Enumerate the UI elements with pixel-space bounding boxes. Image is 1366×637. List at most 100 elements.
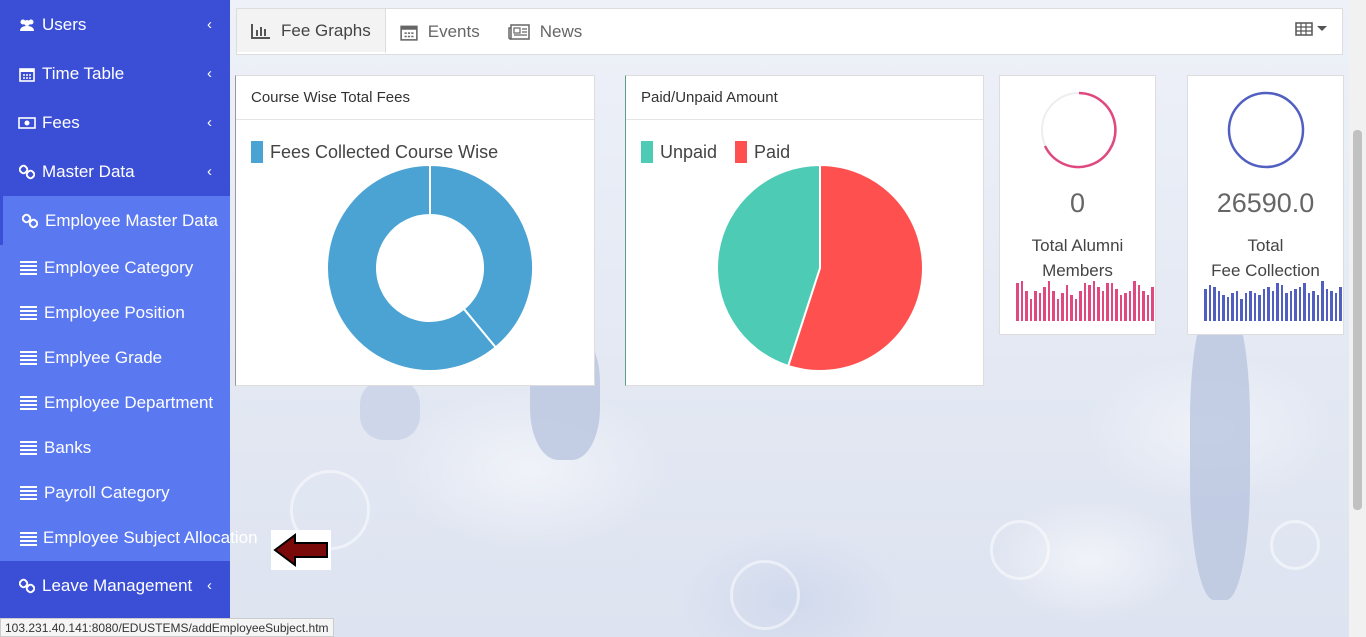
legend-swatch (251, 141, 263, 163)
sparkline-bar (1124, 293, 1127, 321)
submenu-item-label: Emplyee Grade (44, 347, 163, 367)
alumni-label-line1: Total Alumni (1031, 236, 1124, 255)
paid-unpaid-pie-chart (716, 164, 924, 372)
sparkline-bar (1128, 291, 1131, 321)
scrollbar-thumb[interactable] (1353, 130, 1362, 510)
sparkline-bar (1074, 299, 1077, 321)
sparkline-bar (1083, 283, 1086, 321)
sparkline-bar (1137, 285, 1140, 321)
list-icon (20, 351, 38, 365)
sparkline-bar (1271, 291, 1274, 321)
sidebar-item-label: Fees (42, 112, 80, 132)
sparkline-bar (1244, 293, 1247, 321)
legend-label-paid: Paid (754, 141, 791, 162)
sidebar-item-fees[interactable]: Fees ‹ (0, 98, 230, 147)
tab-fee-graphs[interactable]: Fee Graphs (237, 9, 386, 54)
chevron-left-icon: ‹ (207, 163, 212, 180)
sparkline-bar (1267, 287, 1270, 321)
pie-slice-course-a[interactable] (429, 164, 534, 349)
sparkline-bar (1325, 289, 1328, 321)
chart-legend: Fees Collected Course Wise (251, 141, 498, 163)
alumni-label: Total Alumni Members (1000, 233, 1155, 283)
sparkline-bar (1047, 281, 1050, 321)
sparkline-bar (1133, 281, 1136, 321)
sparkline-bar (1097, 287, 1100, 321)
sparkline-bar (1339, 287, 1342, 321)
chevron-down-icon: ⌄ (205, 213, 216, 228)
submenu-item-employee-subject-allocation[interactable]: Employee Subject Allocation (0, 515, 258, 561)
pie-slice-course-b[interactable] (326, 164, 498, 372)
table-view-dropdown[interactable] (1295, 22, 1328, 36)
table-icon (1295, 22, 1313, 36)
legend-swatch-paid (735, 141, 748, 163)
sidebar-item-leave-management[interactable]: Leave Management ‹ (0, 561, 230, 610)
tab-label: Events (427, 21, 480, 41)
sidebar-item-time-table[interactable]: Time Table ‹ (0, 49, 230, 98)
sparkline-bar (1262, 289, 1265, 321)
employee-submenu: Employee Category Employee Position Empl… (0, 245, 258, 561)
sparkline-bar (1043, 287, 1046, 321)
sparkline-bar (1226, 297, 1229, 321)
list-icon (20, 531, 37, 546)
fee-label-line2: Fee Collection (1211, 261, 1320, 280)
submenu-item-payroll-category[interactable]: Payroll Category (0, 470, 230, 515)
alumni-stat-card: 0 Total Alumni Members (999, 75, 1156, 335)
sparkline-bar (1240, 299, 1243, 321)
tab-label: Fee Graphs (281, 20, 371, 40)
chevron-left-icon: ‹ (207, 114, 212, 131)
sparkline-bar (1307, 293, 1310, 321)
submenu-item-employee-category[interactable]: Employee Category (0, 245, 230, 290)
chevron-left-icon: ‹ (207, 577, 212, 594)
fee-sparkline (1204, 281, 1342, 321)
submenu-item-employee-department[interactable]: Employee Department (0, 380, 230, 425)
chart-legend: Unpaid Paid (641, 141, 790, 163)
sparkline-bar (1298, 287, 1301, 321)
sparkline-bar (1092, 281, 1095, 321)
panel-title: Course Wise Total Fees (236, 76, 594, 120)
sparkline-bar (1025, 291, 1028, 321)
pie-slice-unpaid[interactable] (716, 164, 821, 368)
sparkline-bar (1249, 291, 1252, 321)
sparkline-bar (1106, 283, 1109, 321)
sparkline-bar (1029, 299, 1032, 321)
sparkline-bar (1146, 295, 1149, 321)
sparkline-bar (1289, 291, 1292, 321)
sparkline-bar (1222, 295, 1225, 321)
sidebar-item-master-data[interactable]: Master Data ‹ (0, 147, 230, 196)
bar-chart-icon (251, 23, 271, 39)
sparkline-bar (1151, 287, 1154, 321)
vertical-scrollbar[interactable] (1349, 0, 1366, 637)
submenu-item-employee-position[interactable]: Employee Position (0, 290, 230, 335)
newspaper-icon (508, 23, 530, 40)
alumni-ring-icon (1041, 91, 1117, 169)
submenu-item-banks[interactable]: Banks (0, 425, 230, 470)
sparkline-bar (1110, 283, 1113, 321)
sparkline-bar (1316, 295, 1319, 321)
sparkline-bar (1034, 291, 1037, 321)
link-icon (21, 213, 39, 229)
tab-events[interactable]: Events (386, 9, 494, 54)
link-icon (18, 164, 36, 180)
caret-down-icon (1317, 26, 1327, 31)
submenu-item-label: Employee Position (44, 302, 185, 322)
sidebar-item-users[interactable]: Users ‹ (0, 0, 230, 49)
tab-news[interactable]: News (494, 9, 597, 54)
fee-stat-card: 26590.0 Total Fee Collection (1187, 75, 1344, 335)
sparkline-bar (1258, 295, 1261, 321)
sparkline-bar (1276, 283, 1279, 321)
pie-slice-paid[interactable] (786, 164, 924, 372)
sparkline-bar (1294, 289, 1297, 321)
legend-label-unpaid: Unpaid (660, 141, 718, 162)
submenu-item-employee-grade[interactable]: Emplyee Grade (0, 335, 230, 380)
sparkline-bar (1065, 285, 1068, 321)
sparkline-bar (1204, 289, 1207, 321)
alumni-count: 0 (1069, 188, 1086, 218)
sidebar-item-employee-master-data[interactable]: Employee Master Data ⌄ (0, 196, 230, 245)
sparkline-bar (1088, 285, 1091, 321)
fee-label: Total Fee Collection (1188, 233, 1343, 283)
chevron-left-icon: ‹ (207, 16, 212, 33)
sparkline-bar (1334, 293, 1337, 321)
sparkline-bar (1070, 295, 1073, 321)
sparkline-bar (1119, 295, 1122, 321)
sparkline-bar (1079, 291, 1082, 321)
